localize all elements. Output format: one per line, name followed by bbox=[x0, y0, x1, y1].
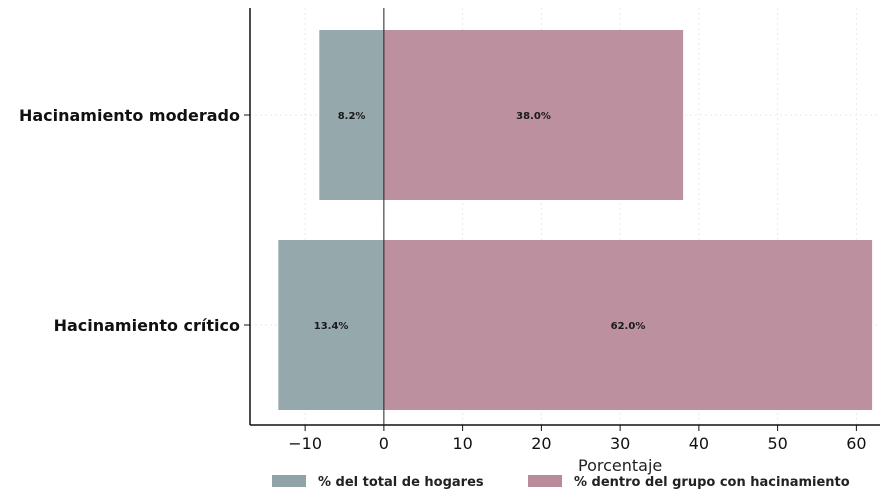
data-label: 62.0% bbox=[611, 321, 646, 332]
x-tick-label: 20 bbox=[531, 434, 551, 453]
legend-label: % dentro del grupo con hacinamiento bbox=[574, 475, 850, 490]
x-tick-label: 0 bbox=[379, 434, 389, 453]
bar-dentro-grupo-1 bbox=[383, 240, 873, 410]
category-labels-group: Hacinamiento moderado Hacinamiento crític… bbox=[19, 106, 240, 335]
category-label: Hacinamiento crítico bbox=[54, 316, 240, 335]
legend-swatch bbox=[528, 475, 562, 487]
bar-total-hogares-1 bbox=[278, 240, 384, 410]
x-tick-label: −10 bbox=[288, 434, 322, 453]
x-axis-title: Porcentaje bbox=[578, 456, 662, 475]
legend: % del total de hogares % dentro del grupo… bbox=[272, 475, 850, 490]
legend-label: % del total de hogares bbox=[318, 475, 484, 490]
x-tick-label: 60 bbox=[846, 434, 866, 453]
legend-swatch bbox=[272, 475, 306, 487]
data-label: 13.4% bbox=[314, 321, 349, 332]
x-tick-label: 50 bbox=[767, 434, 787, 453]
bars-group bbox=[278, 30, 873, 410]
x-tick-label: 10 bbox=[452, 434, 472, 453]
bar-dentro-grupo-0 bbox=[383, 30, 684, 200]
bar-total-hogares-0 bbox=[319, 30, 384, 200]
axes-group bbox=[244, 8, 880, 426]
data-label: 38.0% bbox=[516, 111, 551, 122]
x-tick-label: 30 bbox=[610, 434, 630, 453]
x-ticks-group: −10 0 10 20 30 40 50 60 bbox=[288, 425, 867, 453]
category-label: Hacinamiento moderado bbox=[19, 106, 240, 125]
data-label: 8.2% bbox=[338, 111, 366, 122]
data-labels-group: 8.2% 13.4% 38.0% 62.0% bbox=[314, 111, 646, 332]
x-tick-label: 40 bbox=[689, 434, 709, 453]
